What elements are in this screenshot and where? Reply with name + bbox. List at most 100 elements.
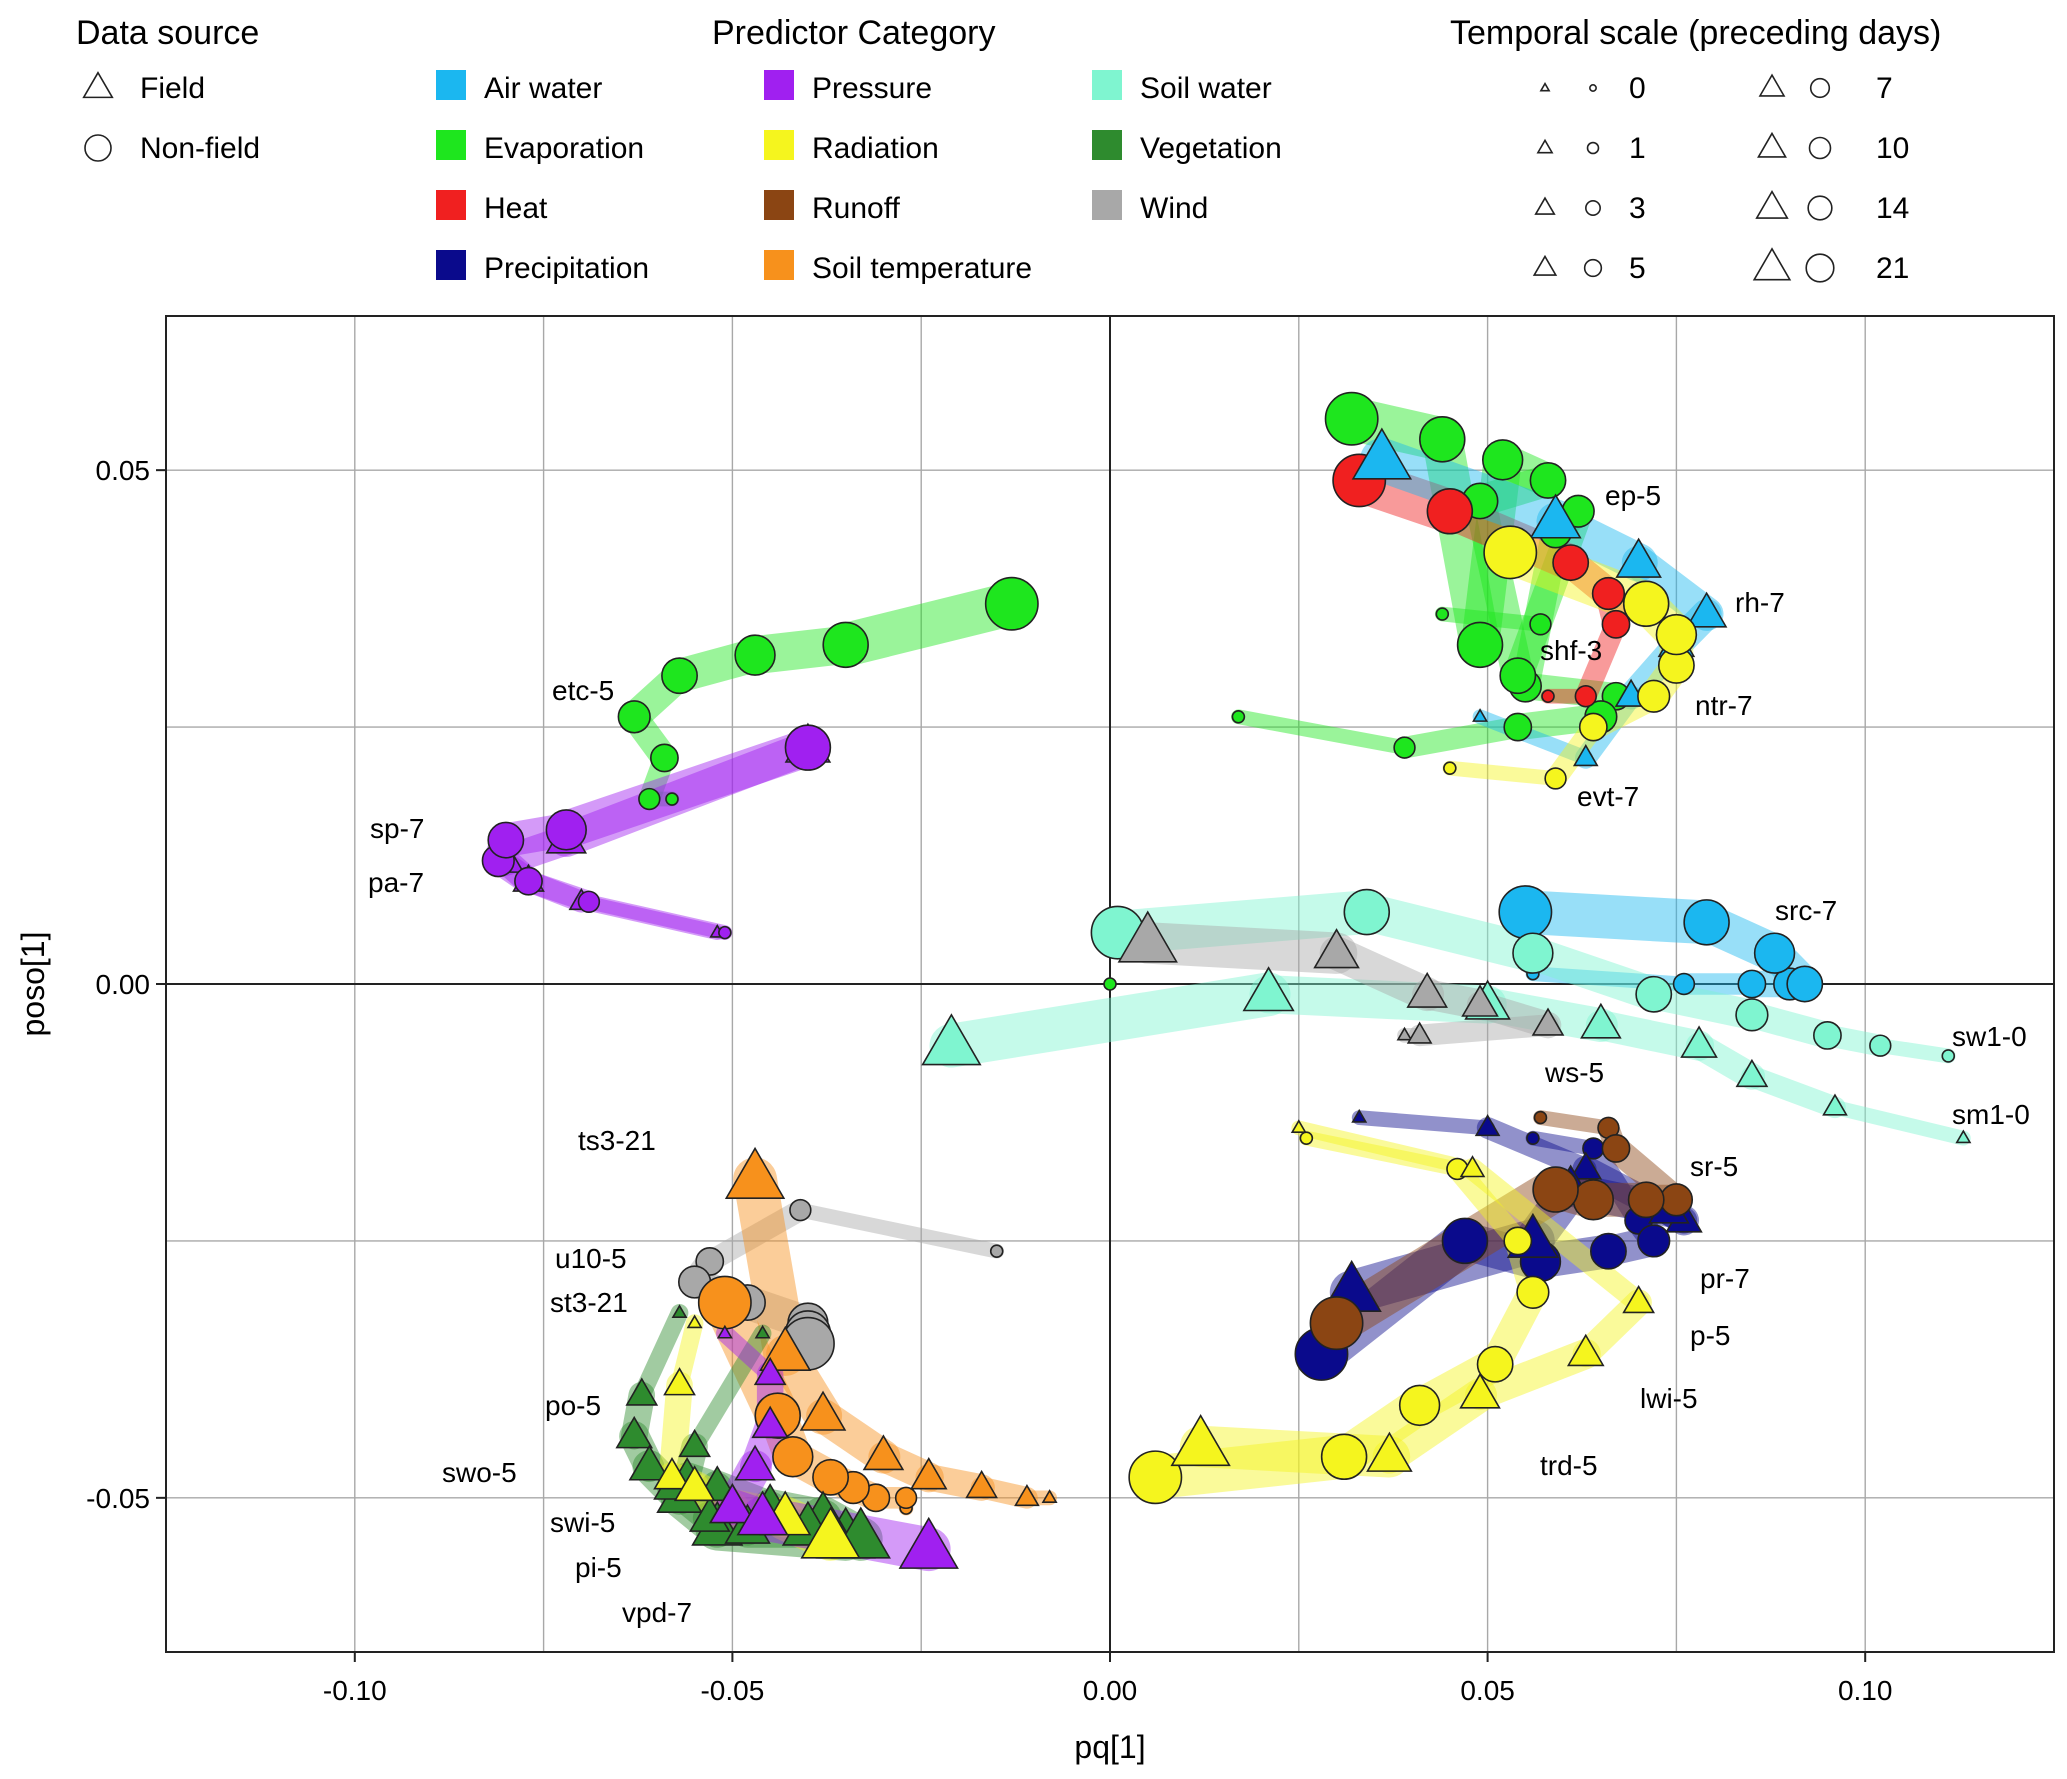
ribbon-segment-sm1 (1827, 1099, 1971, 1146)
legend-size-triangle (1536, 138, 1554, 154)
legend-category-label: Runoff (812, 192, 901, 225)
legend-swatch (764, 130, 794, 160)
ribbon-segment-pa (547, 728, 827, 849)
point-evap-lower-1 (1393, 736, 1416, 759)
point-src-14 (1683, 899, 1730, 946)
legend-days-label: 7 (1876, 72, 1893, 105)
legend-category-label: Soil water (1140, 72, 1272, 105)
legend-swatch (436, 70, 466, 100)
point-sw1-14 (1343, 888, 1391, 936)
point-ws-3 (1531, 1007, 1565, 1036)
point-pa-7 (487, 821, 525, 859)
annotation-vpd-7: vpd-7 (622, 1597, 692, 1628)
ribbon-segment-sw1 (1347, 892, 1552, 973)
point-evap-side-0 (1435, 607, 1450, 621)
point-sr-7 (1627, 1181, 1665, 1219)
point-rh-14 (1529, 493, 1582, 539)
point-vpd-14 (736, 1490, 789, 1536)
legend-size-triangle (1752, 247, 1792, 281)
point-sm1-0 (1955, 1129, 1972, 1144)
ribbon-segment-sw1 (1095, 890, 1389, 955)
ribbon-segment-sm1 (929, 972, 1291, 1068)
ribbon-segment-sm1 (1249, 975, 1507, 1024)
point-etc-0 (665, 792, 679, 806)
ribbon-segment-pr (1329, 1219, 1555, 1315)
point-pa-1 (577, 890, 601, 913)
annotation-ep-5: ep-5 (1605, 480, 1661, 511)
point-sm1-5 (1680, 1025, 1718, 1058)
point-lwi-1 (1459, 1155, 1486, 1178)
point-ts3-5 (909, 1457, 948, 1490)
point-sm1-21 (921, 1013, 982, 1066)
legend-category-label: Vegetation (1140, 132, 1282, 165)
x-tick-label: 0.10 (1838, 1675, 1893, 1706)
point-heat-5 (1591, 576, 1626, 611)
legend-days-label: 3 (1629, 192, 1646, 225)
x-tick-label: -0.05 (700, 1675, 764, 1706)
point-trd-3 (1503, 1226, 1533, 1256)
series-points (481, 391, 1972, 1569)
plot-area: ep-5 rh-7 shf-3 ntr-7 evt-7 etc-5 sp-7 pa-7 src-… (165, 315, 2055, 1653)
legend-category-label: Wind (1140, 192, 1208, 225)
point-sw1-1 (1869, 1034, 1892, 1057)
point-sw1-0 (1941, 1049, 1956, 1063)
annotation-sr-5: sr-5 (1690, 1151, 1738, 1182)
point-etc-10 (734, 634, 776, 676)
point-etc-7 (661, 657, 698, 695)
ribbon-segment-pr (1351, 1110, 1495, 1136)
point-ep-group-14 (1456, 621, 1504, 669)
point-ws-21 (1117, 910, 1178, 963)
point-lwi-0 (1290, 1119, 1307, 1134)
legend: Data source Field Non-field Predictor Cat… (76, 14, 1941, 285)
point-sm1-1 (1822, 1093, 1848, 1116)
point-heat-7 (1552, 544, 1590, 582)
legend-size-circle (1583, 258, 1603, 278)
legend-source-label: Non-field (140, 132, 260, 165)
ribbon-segment-lwi (1461, 1158, 1650, 1314)
point-sw1-10 (1512, 932, 1554, 974)
point-vpd-21 (898, 1516, 959, 1569)
point-vpd-3 (753, 1356, 787, 1386)
point-ntr-0 (1443, 761, 1457, 775)
point-ep-0 (1103, 977, 1117, 991)
legend-size-triangle (1755, 189, 1789, 219)
point-heat-0 (1541, 689, 1555, 704)
ribbon-segment-etc (823, 581, 1034, 667)
legend-swatch (764, 190, 794, 220)
point-ep-group-10 (1481, 439, 1524, 481)
point-src-7 (1786, 965, 1824, 1003)
point-src-21 (1498, 885, 1553, 940)
ribbon-segment-pr (1476, 1117, 1597, 1180)
annotation-swo-5: swo-5 (442, 1457, 517, 1488)
axis-ticks: -0.10 -0.05 0.00 0.05 0.10 -0.05 0.00 0.05 (86, 455, 1892, 1706)
annotation-ntr-7: ntr-7 (1695, 690, 1753, 721)
point-wind-nonfield-0 (989, 1244, 1004, 1258)
y-tick-label: 0.00 (96, 969, 151, 1000)
annotation-trd-5: trd-5 (1540, 1450, 1598, 1481)
point-pa-10 (545, 809, 587, 851)
point-sm1-14 (1242, 966, 1295, 1012)
point-po-5 (615, 1415, 654, 1449)
point-pi-21 (800, 1506, 861, 1559)
point-st3-1 (894, 1486, 918, 1510)
ribbon-segment-evap-side (1434, 606, 1548, 632)
point-pa-0 (718, 925, 732, 940)
point-sw1-7 (1635, 975, 1673, 1013)
legend-size-circle (1809, 77, 1831, 99)
point-vpd-10 (709, 1483, 756, 1524)
legend-size-triangle (1532, 254, 1558, 276)
ribbon-segment-ntr (1442, 760, 1563, 786)
point-ep-group-7 (1529, 461, 1567, 499)
point-trd-21 (1128, 1450, 1183, 1505)
annotation-sm1-0: sm1-0 (1952, 1099, 2030, 1130)
legend-swatch (436, 250, 466, 280)
legend-days-label: 10 (1876, 132, 1909, 165)
point-trd-7 (1476, 1345, 1514, 1383)
ribbon-segment-ep-group (1464, 485, 1534, 692)
ribbon-segment-lwi (1464, 1338, 1601, 1411)
ribbon-segment-ws (1408, 1014, 1559, 1047)
point-vpd-0 (716, 1324, 733, 1339)
ribbon-segment-trd (1133, 1434, 1366, 1500)
point-po-0 (671, 1304, 688, 1318)
point-sm1-3 (1735, 1058, 1769, 1088)
